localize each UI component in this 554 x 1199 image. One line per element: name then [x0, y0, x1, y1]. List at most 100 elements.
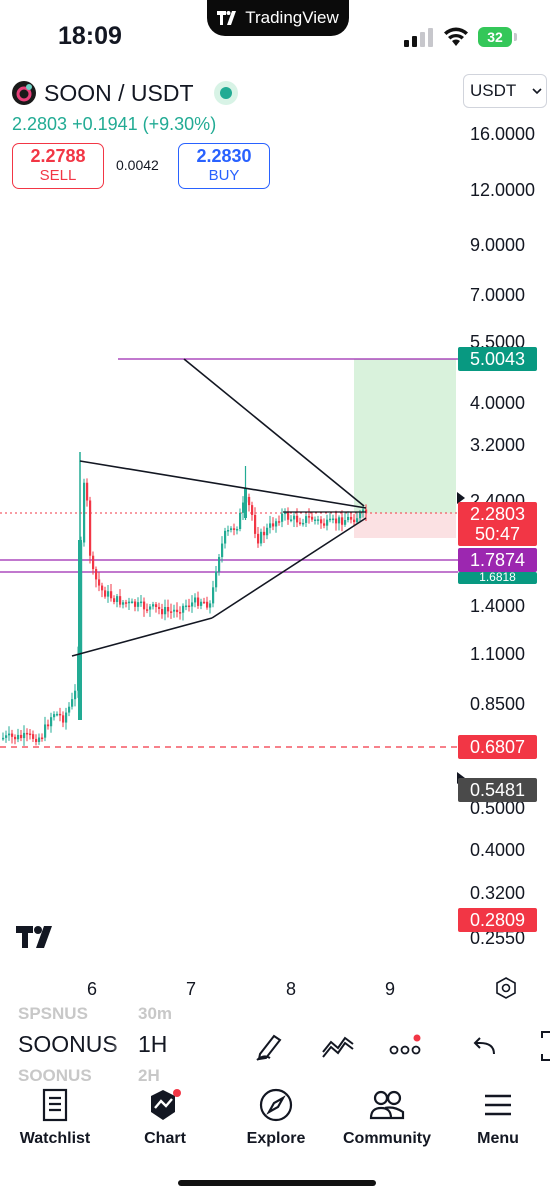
battery-indicator: 32 [478, 27, 512, 47]
candle [71, 699, 74, 707]
chevron-down-icon [532, 88, 542, 95]
candle [335, 518, 338, 524]
tab-community[interactable]: Community [332, 1088, 442, 1158]
buy-button[interactable]: 2.2830 BUY [178, 143, 270, 189]
candle [47, 724, 50, 727]
candle [317, 519, 320, 521]
tab-watchlist[interactable]: Watchlist [0, 1088, 110, 1158]
interval-picker[interactable]: 1H [138, 1031, 168, 1057]
next-symbol-ghost: SOONUS [18, 1066, 92, 1085]
candle [173, 609, 176, 612]
candle [218, 557, 221, 572]
candle [86, 482, 89, 501]
candle [284, 512, 287, 515]
axis-label: 0.4000 [470, 840, 526, 860]
axis-label: 7.0000 [470, 285, 526, 305]
candle [332, 518, 335, 521]
currency-select[interactable]: USDT [463, 74, 547, 108]
candle [35, 738, 38, 742]
candle [164, 607, 167, 615]
axis-label: 9.0000 [470, 235, 526, 255]
candle [329, 518, 332, 521]
candle [128, 601, 131, 604]
diagonal-trendline[interactable] [183, 358, 365, 507]
level-price-tag-green[interactable]: 1.6818 [458, 572, 537, 584]
candle [56, 713, 59, 716]
indicators-button[interactable] [320, 1030, 356, 1062]
candle [239, 512, 242, 530]
candle [356, 518, 359, 523]
tab-chart[interactable]: Chart [110, 1088, 220, 1158]
fullscreen-button[interactable] [530, 1030, 554, 1062]
loss-zone[interactable] [354, 513, 456, 538]
bottom-price-tag[interactable]: 0.2809 [458, 908, 537, 932]
candle [206, 601, 209, 608]
candle [266, 527, 269, 536]
candle [353, 519, 356, 523]
compass-icon [259, 1088, 293, 1122]
current-price-tag[interactable]: 2.2803 50:47 [458, 502, 537, 546]
drawing-tool-button[interactable] [252, 1030, 288, 1062]
prev-interval-ghost: 30m [138, 1004, 173, 1023]
undo-button[interactable] [467, 1030, 503, 1062]
candle [323, 523, 326, 526]
candle [161, 608, 164, 615]
time-label: 9 [385, 979, 396, 999]
triangle-upper-trendline[interactable] [79, 460, 367, 509]
symbol-logo-icon [12, 81, 36, 105]
candle [302, 522, 305, 525]
candle [215, 571, 218, 588]
candle-countdown: 50:47 [474, 524, 521, 544]
price-chart[interactable] [0, 120, 458, 960]
watchlist-icon [42, 1088, 68, 1122]
candle [134, 601, 137, 607]
last-price: 2.2803 [12, 114, 68, 134]
candle [185, 605, 188, 608]
sell-label: SELL [39, 167, 77, 184]
more-tools-button[interactable] [388, 1030, 424, 1062]
tab-label: Watchlist [19, 1130, 91, 1147]
next-interval-ghost: 2H [138, 1066, 160, 1085]
candle [176, 609, 179, 613]
candle [347, 516, 350, 521]
candle [2, 737, 5, 740]
tab-explore[interactable]: Explore [221, 1088, 331, 1158]
candle [221, 543, 224, 558]
spread-value: 0.0042 [116, 157, 159, 173]
candle [146, 609, 149, 611]
axis-label: 0.5000 [470, 798, 526, 818]
tab-menu[interactable]: Menu [443, 1088, 553, 1158]
candle [338, 517, 341, 524]
low-price-tag[interactable]: 0.5481 [458, 778, 537, 802]
candle [269, 523, 272, 528]
profit-zone[interactable] [354, 359, 456, 513]
candle [293, 515, 296, 520]
sell-button[interactable]: 2.2788 SELL [12, 143, 104, 189]
candle [287, 512, 290, 520]
level-price-tag[interactable]: 1.7874 [458, 548, 537, 572]
settings-hexagon-icon[interactable] [494, 976, 518, 1000]
buy-label: BUY [208, 167, 240, 184]
triangle-lower-trendline[interactable] [71, 617, 213, 657]
ascending-trendline[interactable] [211, 517, 367, 619]
candle [8, 733, 11, 736]
battery-cap [514, 33, 517, 41]
candle [230, 528, 233, 531]
candle [188, 605, 191, 608]
hamburger-icon [485, 1094, 511, 1116]
candle [179, 612, 182, 614]
stop-price-tag[interactable]: 0.6807 [458, 735, 537, 759]
candle [365, 509, 368, 514]
candle [311, 516, 314, 520]
candle [305, 516, 308, 523]
candle [101, 585, 104, 591]
more-icon [389, 1034, 421, 1055]
candle [155, 604, 158, 608]
axis-label: 4.0000 [470, 393, 526, 413]
candle [38, 737, 41, 742]
target-price-tag[interactable]: 5.0043 [458, 347, 537, 371]
symbol-picker[interactable]: SOONUS [18, 1031, 118, 1057]
cellular-signal-icon [404, 28, 433, 47]
indicators-icon [322, 1036, 354, 1058]
symbol-header[interactable]: SOON / USDT [12, 78, 238, 108]
